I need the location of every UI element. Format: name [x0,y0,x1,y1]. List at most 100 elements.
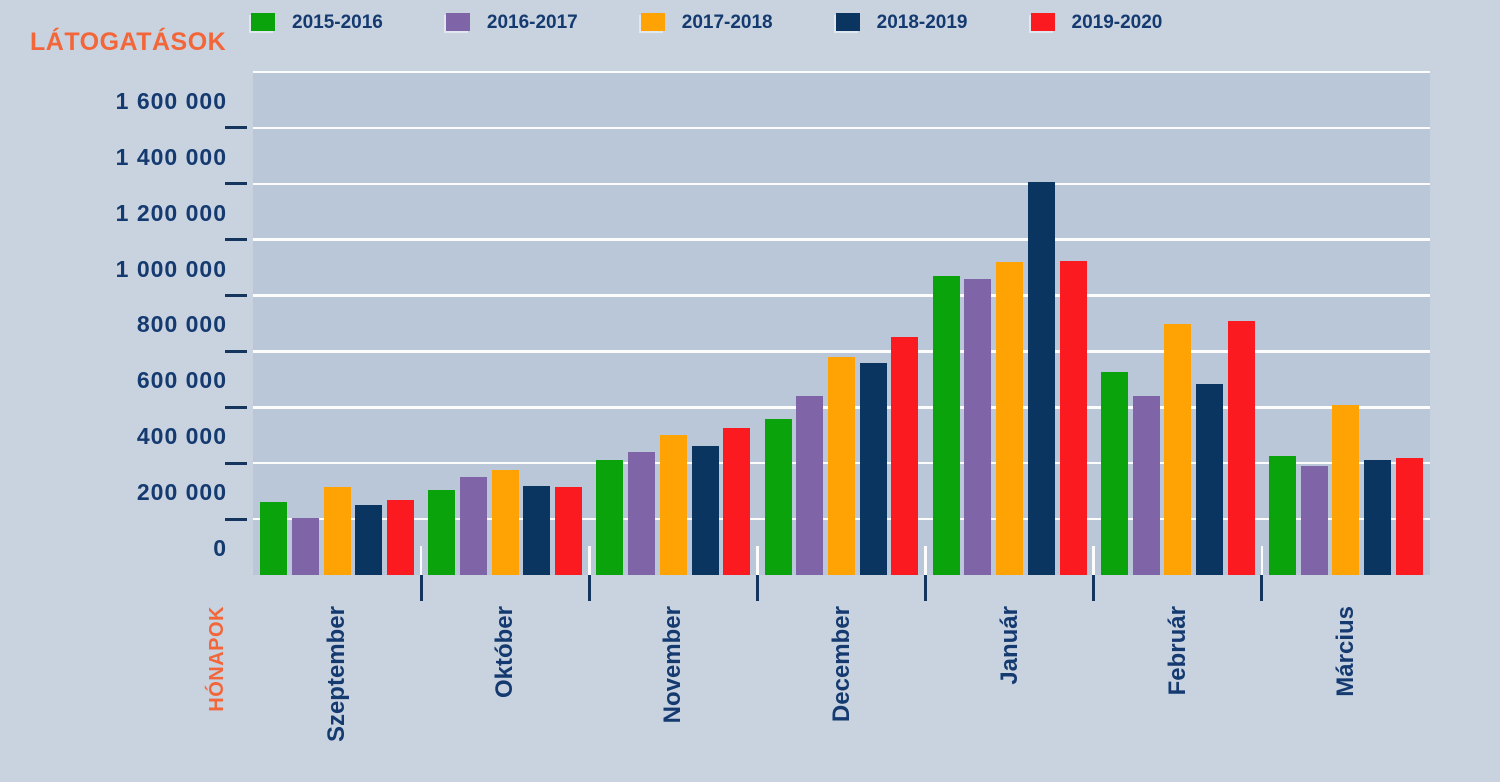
bar-2017-2018-Január [996,262,1024,575]
y-axis-tick [225,293,247,298]
legend-swatch-icon [1030,13,1055,31]
bar-2019-2020-Január [1059,260,1087,575]
gridline [253,126,1430,130]
y-axis-tick [225,349,247,354]
y-axis-tick [225,238,247,242]
y-axis-label: 800 000 [136,311,227,338]
bar-group-November [589,72,757,575]
y-axis-label: 1 000 000 [115,255,227,282]
legend-item-label: 2018-2019 [876,12,968,33]
x-axis-tick-inner [419,546,423,575]
bar-2017-2018-December [827,357,855,575]
bar-2017-2018-November [659,435,687,575]
gridline [253,70,1430,74]
x-axis-tick-inner [1260,546,1264,575]
bar-2019-2020-Október [555,486,583,575]
gridline [253,350,1430,353]
bar-group-Január [926,72,1094,575]
bar-2018-2019-Február [1195,383,1223,575]
legend-item-label: 2019-2020 [1071,12,1163,33]
y-axis-tick [225,182,247,186]
bar-2016-2017-Szeptember [291,517,319,575]
bar-2018-2019-Október [523,485,551,575]
x-axis-tick [419,575,423,601]
bar-2016-2017-December [796,396,824,575]
x-axis-label: Február [1163,606,1191,696]
legend-swatch-icon [445,13,470,31]
bar-2019-2020-November [723,428,751,575]
bar-2016-2017-Február [1132,396,1160,575]
bar-group-Február [1094,72,1262,575]
y-axis-tick [225,461,247,465]
bar-2016-2017-Március [1300,466,1328,575]
x-axis-tick [755,575,759,601]
x-axis-label: Március [1331,606,1359,697]
legend-item-label: 2016-2017 [486,12,578,33]
bar-2018-2019-November [691,446,719,575]
bar-2017-2018-Október [491,470,519,575]
x-axis-label: Október [491,606,519,699]
legend-item-2019-2020: 2019-2020 [1030,12,1163,33]
bar-2019-2020-Szeptember [386,499,414,575]
bar-2015-2016-Szeptember [260,502,288,575]
bar-2015-2016-November [596,460,624,575]
y-axis-label: 200 000 [136,479,227,506]
gridline [253,238,1430,241]
y-axis-label: 400 000 [136,423,227,450]
x-axis-label: Szeptember [323,606,351,743]
bar-2015-2016-Január [932,276,960,575]
bar-2016-2017-Január [964,278,992,575]
bar-2019-2020-December [891,337,919,575]
gridline [253,182,1430,186]
legend-item-label: 2017-2018 [681,12,773,33]
y-axis-tick [225,126,247,130]
bar-group-Szeptember [253,72,421,575]
x-axis-tick [924,575,928,601]
bar-2019-2020-Március [1395,457,1423,575]
x-axis-tick-inner [588,546,591,575]
bar-2017-2018-Február [1164,323,1192,575]
bar-2018-2019-December [859,362,887,575]
bar-2018-2019-Szeptember [355,505,383,575]
x-axis-tick [587,575,591,601]
x-axis-label: Január [995,606,1023,685]
legend-item-2016-2017: 2016-2017 [445,12,578,33]
legend-swatch-icon [835,13,860,31]
x-axis-label: November [659,606,687,724]
legend-item-label: 2015-2016 [292,12,383,33]
legend-swatch-icon [251,13,275,31]
x-axis-tick-inner [1092,546,1095,575]
plot-area [253,70,1430,575]
bar-group-Március [1262,72,1430,575]
legend-item-2018-2019: 2018-2019 [835,12,968,33]
y-axis-tick [225,405,247,409]
y-axis-label: 600 000 [136,367,227,394]
x-axis-tick [1260,575,1264,601]
bar-2016-2017-Október [460,477,488,575]
bar-2015-2016-Február [1100,372,1128,575]
bar-2017-2018-Szeptember [323,486,351,575]
y-axis-label: 1 600 000 [115,87,227,114]
x-axis-tick-inner [924,546,927,575]
bar-2015-2016-December [764,418,792,575]
bar-group-December [757,72,925,575]
bar-2016-2017-November [628,452,656,575]
x-axis-tick [1092,575,1096,601]
x-axis-label: HÓNAPOK [206,606,228,712]
bar-2019-2020-Február [1227,320,1255,575]
y-axis-title: LÁTOGATÁSOK [30,28,227,56]
y-axis-label: 0 [213,535,227,561]
gridline [253,294,1430,297]
x-axis-label: December [827,606,855,723]
legend: 2015-2016 2016-2017 2017-2018 2018-2019 2019… [251,12,1162,33]
bar-2018-2019-Március [1364,460,1392,575]
y-axis-tick [225,517,247,521]
bar-2018-2019-Január [1027,182,1055,575]
bar-2017-2018-Március [1332,404,1360,575]
legend-swatch-icon [640,13,665,31]
bar-2015-2016-Október [428,489,456,575]
bar-group-Október [421,72,589,575]
x-axis-tick-inner [756,546,759,575]
y-axis-label: 1 200 000 [115,199,227,226]
